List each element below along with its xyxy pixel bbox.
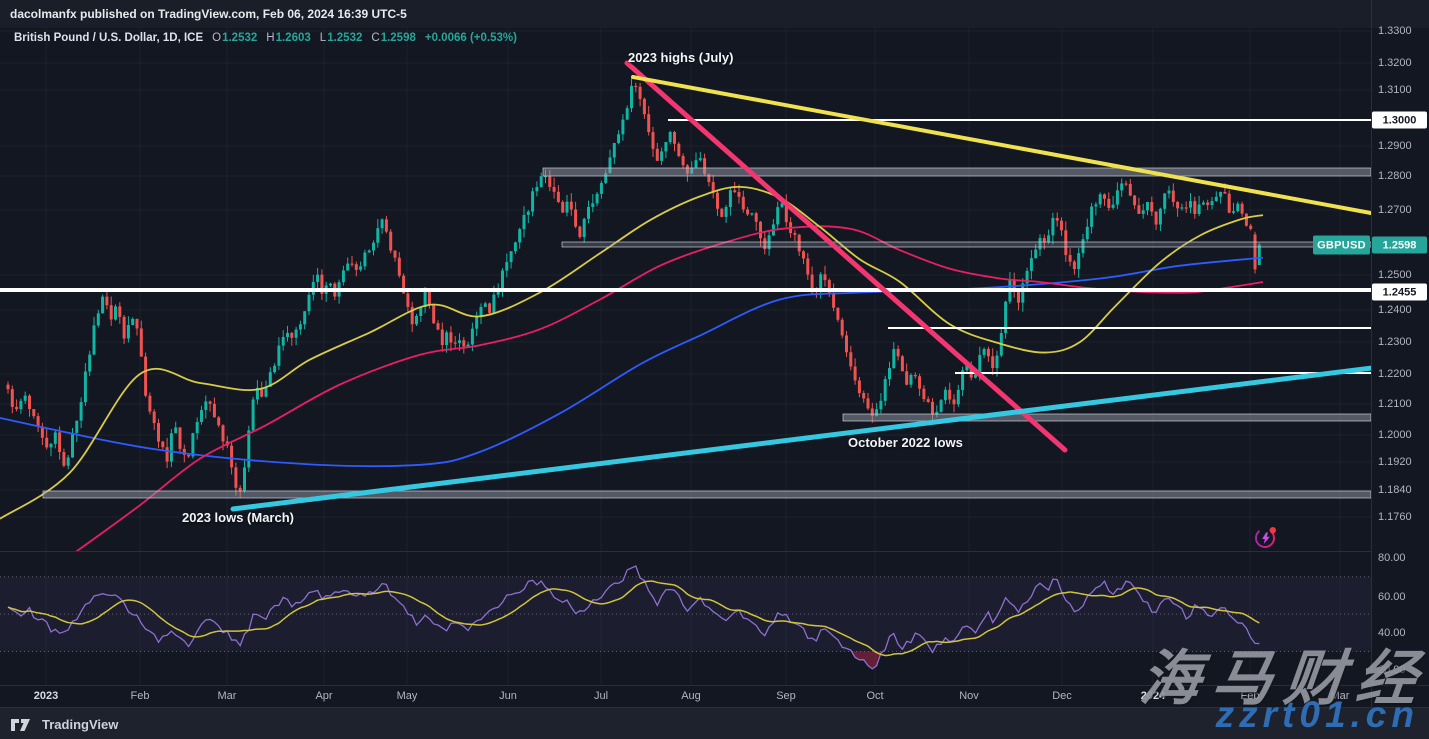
annotation-highs: 2023 highs (July): [628, 50, 734, 65]
price-scale-border: [1371, 0, 1372, 707]
annotation-march: 2023 lows (March): [182, 510, 294, 525]
price-axis-label: 1.3300: [1378, 25, 1412, 37]
zone-1.2060: [842, 413, 1371, 422]
level-price-badge: 1.2455: [1372, 283, 1427, 301]
annotation-october: October 2022 lows: [848, 435, 963, 450]
price-axis-label: 1.2800: [1378, 170, 1412, 182]
footer-bar: TradingView: [0, 707, 1429, 739]
time-axis-label: Feb: [130, 690, 150, 702]
notification-dot: [1269, 527, 1276, 534]
grid-lines: [0, 28, 1371, 685]
time-axis-label: Apr: [315, 690, 333, 702]
price-axis-label: 1.2100: [1378, 398, 1412, 410]
level-price-badge: 1.3000: [1372, 111, 1427, 129]
time-axis-label: Dec: [1052, 690, 1072, 702]
candlestick-series[interactable]: [6, 78, 1261, 499]
rsi-line: [7, 565, 1260, 670]
time-axis-label: May: [396, 690, 418, 702]
ohlc-close: C 1.2598: [371, 32, 416, 44]
time-axis-label: Feb: [1240, 690, 1260, 702]
price-axis-label: 1.2300: [1378, 336, 1412, 348]
steep-downtrend-pink[interactable]: [624, 60, 1068, 453]
ohlc-open: O 1.2532: [212, 32, 258, 44]
attribution-bar: dacolmanfx published on TradingView.com,…: [0, 0, 1429, 28]
price-axis-label: 1.2200: [1378, 368, 1412, 380]
time-axis-label: 2023: [33, 690, 59, 702]
price-axis-label: 1.2400: [1378, 304, 1412, 316]
rsi-axis-label: 60.00: [1378, 591, 1406, 603]
watermark-url: zzrt01.cn: [1215, 694, 1419, 735]
time-axis-label: Mar: [1330, 690, 1350, 702]
price-axis-label: 1.1760: [1378, 511, 1412, 523]
pane-separator[interactable]: [0, 551, 1371, 552]
last-price-badge: 1.2598: [1372, 236, 1427, 254]
rsi-axis-label: 20.00: [1378, 664, 1406, 676]
price-axis-label: 1.3100: [1378, 84, 1412, 96]
time-axis-label: Jun: [499, 690, 517, 702]
time-axis-label: Mar: [217, 690, 237, 702]
time-axis-label: Sep: [776, 690, 796, 702]
price-axis-label: 1.2500: [1378, 269, 1412, 281]
price-axis-label: 1.1840: [1378, 484, 1412, 496]
ma-yellow-line: [0, 185, 1264, 520]
rsi-axis-label: 80.00: [1378, 552, 1406, 564]
price-axis-label: 1.3200: [1378, 57, 1412, 69]
zone-1.1840: [42, 490, 1371, 499]
zone-1.2600: [561, 241, 1371, 248]
price-axis-label: 1.2700: [1378, 204, 1412, 216]
time-axis-label: Nov: [959, 690, 979, 702]
rsi-pane[interactable]: [0, 565, 1371, 670]
ohlc-low: L 1.2532: [319, 32, 363, 44]
ohlc-high: H 1.2603: [266, 32, 311, 44]
time-axis-label: Jul: [593, 690, 609, 702]
attribution-text: dacolmanfx published on TradingView.com,…: [10, 7, 407, 21]
series-symbol-label: GBPUSD: [1313, 235, 1370, 255]
rsi-ma-line: [7, 580, 1260, 657]
lightning-bolt-glyph: [1262, 532, 1270, 544]
time-axis-label: Oct: [866, 690, 884, 702]
footer-brand[interactable]: TradingView: [42, 716, 119, 732]
time-axis-label: 2024: [1140, 690, 1166, 702]
zone-1.2800: [542, 167, 1371, 177]
price-axis-label: 1.2900: [1378, 140, 1412, 152]
uptrend-cyan[interactable]: [230, 365, 1372, 512]
boost-flash-icon[interactable]: [1253, 524, 1279, 550]
price-pane[interactable]: [0, 60, 1372, 552]
price-axis-label: 1.1920: [1378, 456, 1412, 468]
symbol-title: British Pound / U.S. Dollar, 1D, ICE: [14, 32, 204, 44]
change-text: +0.0066 (+0.53%): [424, 32, 517, 44]
support-resistance-levels[interactable]: [0, 119, 1371, 499]
tradingview-logo-icon[interactable]: [10, 715, 34, 733]
rsi-axis-label: 40.00: [1378, 627, 1406, 639]
time-axis-label: Aug: [681, 690, 701, 702]
ma-blue-line: [0, 256, 1264, 467]
price-axis-label: 1.2000: [1378, 429, 1412, 441]
downtrend-yellow[interactable]: [631, 75, 1371, 215]
time-axis-separator: [0, 685, 1429, 686]
rsi-oversold-fill: [851, 651, 883, 669]
symbol-legend[interactable]: British Pound / U.S. Dollar, 1D, ICE O 1.…: [14, 32, 517, 44]
